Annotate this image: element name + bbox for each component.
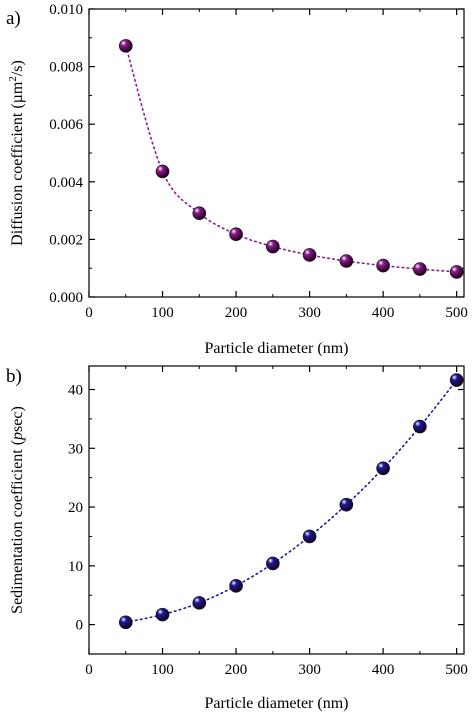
data-point: [376, 461, 390, 476]
x-tick-label: 500: [445, 662, 468, 678]
y-tick-label: 0.004: [49, 175, 83, 191]
x-tick-label: 300: [298, 305, 321, 321]
trend-line: [124, 379, 458, 624]
data-point: [339, 497, 354, 512]
data-point: [339, 254, 354, 268]
y-tick-label: 20: [68, 500, 83, 516]
data-point: [192, 206, 207, 220]
data-point: [155, 607, 170, 622]
x-axis-title: Particle diameter (nm): [205, 695, 349, 712]
y-tick-label: 0.000: [49, 290, 83, 306]
x-tick-label: 200: [225, 305, 248, 321]
chart-panel-a: 0 100 200 300 400 500 0.000 0.002 0.004 0.006 0.00…: [6, 2, 468, 357]
y-tick-label: 40: [68, 383, 83, 399]
y-tick-label: 0: [76, 618, 84, 634]
plot-frame: [88, 8, 465, 298]
data-point: [229, 579, 243, 593]
x-tick-label: 300: [298, 662, 321, 678]
data-point: [449, 373, 464, 387]
trend-line: [124, 45, 458, 273]
data-point: [413, 262, 427, 276]
x-tick-label: 500: [445, 305, 468, 321]
data-point: [266, 556, 280, 571]
plot-frame: [88, 365, 465, 655]
x-tick-label: 100: [151, 662, 174, 678]
x-tick-label: 200: [225, 662, 248, 678]
y-axis-title: Diffusion coefficient (µm2/s): [7, 60, 26, 246]
data-point: [155, 164, 170, 179]
y-tick-label: 30: [68, 441, 83, 457]
data-point: [302, 529, 317, 544]
x-tick-label: 100: [151, 305, 174, 321]
panel-label: b): [6, 366, 22, 387]
x-axis-title: Particle diameter (nm): [205, 340, 349, 357]
panel-label: a): [6, 8, 21, 29]
x-tick-label: 0: [85, 305, 93, 321]
y-axis-title: Sedimentation coefficient (psec): [9, 406, 26, 614]
x-tick-label: 0: [85, 662, 93, 678]
data-point: [229, 227, 243, 242]
data-point: [302, 248, 317, 262]
x-tick-label: 400: [372, 305, 395, 321]
data-point: [118, 615, 133, 630]
y-tick-label: 0.002: [49, 232, 83, 248]
data-point: [449, 265, 464, 279]
data-point: [376, 258, 390, 273]
y-tick-label: 10: [68, 559, 83, 575]
data-point: [266, 239, 280, 254]
x-tick-label: 400: [372, 662, 395, 678]
data-point: [118, 39, 133, 53]
y-tick-label: 0.008: [49, 60, 83, 76]
data-point: [192, 596, 207, 610]
chart-panel-b: 0 100 200 300 400 500 0 10 20 30 40 Particle diamet…: [6, 365, 468, 712]
y-tick-label: 0.010: [49, 2, 83, 18]
y-tick-label: 0.006: [49, 117, 83, 133]
data-point: [413, 419, 427, 434]
